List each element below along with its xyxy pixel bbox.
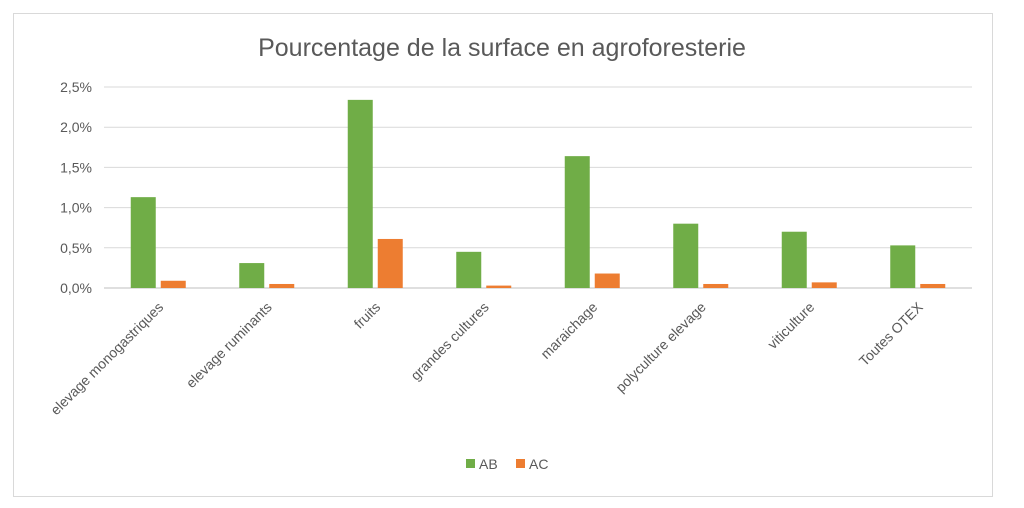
x-tick-label-4: maraichage (537, 299, 600, 362)
bar-ab-3 (456, 251, 482, 288)
legend-swatch-ac (516, 459, 525, 468)
bar-ab-4 (564, 156, 590, 288)
x-tick-label-7: Toutes OTEX (856, 298, 927, 369)
bar-ab-2 (347, 99, 373, 288)
legend: AB AC (466, 456, 548, 472)
bar-ac-0 (160, 280, 186, 288)
bar-ac-2 (377, 238, 403, 288)
legend-label-ac: AC (529, 456, 548, 472)
bar-ac-7 (920, 283, 946, 288)
x-tick-label-5: polyculture elevage (612, 299, 709, 396)
x-tick-label-6: viticulture (764, 299, 817, 352)
y-tick-label-4: 2,0% (60, 119, 92, 135)
legend-label-ab: AB (479, 456, 498, 472)
bar-ac-4 (594, 273, 620, 288)
x-axis-ticks: elevage monogastriques elevage ruminants f… (47, 298, 926, 418)
y-tick-label-5: 2,5% (60, 79, 92, 95)
bar-ab-5 (673, 223, 699, 288)
y-tick-label-3: 1,5% (60, 159, 92, 175)
bar-ac-6 (811, 282, 837, 288)
x-tick-label-2: fruits (351, 299, 384, 332)
bar-ac-5 (703, 283, 729, 288)
x-tick-label-3: grandes cultures (407, 299, 492, 384)
bar-ab-1 (239, 263, 265, 288)
bar-ac-3 (486, 285, 512, 288)
bar-ab-0 (130, 197, 156, 288)
y-tick-label-2: 1,0% (60, 200, 92, 216)
y-tick-label-1: 0,5% (60, 240, 92, 256)
bar-ac-1 (269, 283, 295, 288)
y-tick-label-0: 0,0% (60, 280, 92, 296)
y-axis-ticks: 0,0% 0,5% 1,0% 1,5% 2,0% 2,5% (60, 79, 92, 296)
chart-svg: Pourcentage de la surface en agroforeste… (47, 34, 972, 472)
bars (130, 99, 946, 288)
chart-title: Pourcentage de la surface en agroforeste… (258, 34, 746, 62)
legend-swatch-ab (466, 459, 475, 468)
x-tick-label-1: elevage ruminants (183, 299, 275, 391)
gridlines (104, 86, 972, 289)
x-tick-label-0: elevage monogastriques (47, 299, 166, 418)
bar-ab-6 (781, 231, 807, 288)
chart-frame: Pourcentage de la surface en agroforeste… (13, 13, 993, 497)
bar-ab-7 (890, 245, 916, 288)
